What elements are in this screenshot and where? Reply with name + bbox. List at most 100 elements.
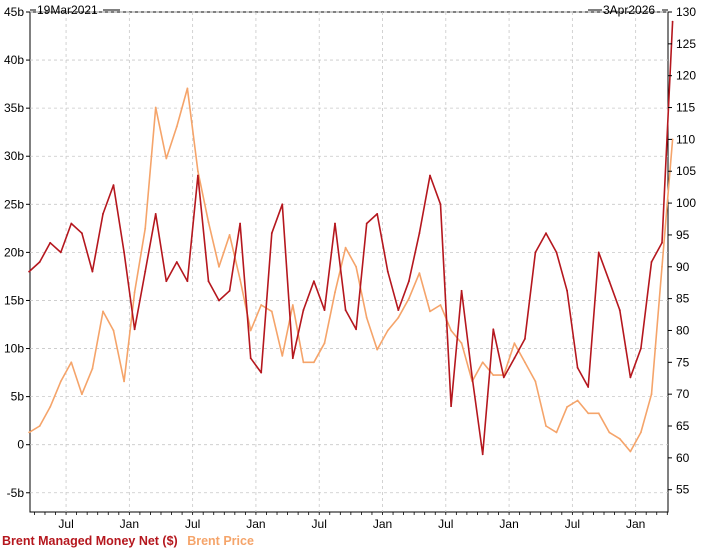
point-brent-price xyxy=(144,227,147,230)
left-axis-tick-label: 35b xyxy=(4,101,24,115)
point-managed-money-net xyxy=(344,309,347,311)
right-axis-tick-label: 120 xyxy=(676,69,696,83)
left-axis-tick-label: 25b xyxy=(4,197,24,211)
point-managed-money-net xyxy=(102,213,104,215)
point-brent-price xyxy=(218,265,220,268)
point-brent-price xyxy=(439,304,442,306)
point-brent-price xyxy=(597,412,600,415)
point-brent-price xyxy=(154,106,157,109)
point-brent-price xyxy=(323,342,326,345)
point-brent-price xyxy=(207,221,210,224)
left-axis-tick-label: 5b xyxy=(11,390,25,404)
point-brent-price xyxy=(291,304,294,306)
point-managed-money-net xyxy=(239,222,242,225)
point-managed-money-net xyxy=(471,376,474,379)
left-axis-tick-label: 30b xyxy=(4,149,24,163)
point-managed-money-net xyxy=(397,309,400,311)
point-brent-price xyxy=(302,361,305,364)
point-managed-money-net xyxy=(450,405,452,408)
point-brent-price xyxy=(344,246,347,249)
x-axis-tick-label: Jul xyxy=(438,517,453,531)
point-brent-price xyxy=(49,406,52,408)
x-axis-tick-label: Jul xyxy=(58,517,73,531)
point-brent-price xyxy=(576,399,579,402)
point-managed-money-net xyxy=(281,203,284,206)
point-brent-price xyxy=(566,406,568,408)
point-managed-money-net xyxy=(270,232,273,235)
right-axis-tick-label: 55 xyxy=(676,483,690,497)
point-brent-price xyxy=(197,170,199,173)
point-managed-money-net xyxy=(154,213,157,215)
point-brent-price xyxy=(112,329,115,332)
right-axis-tick-label: 85 xyxy=(676,292,690,306)
left-axis-tick-label: 45b xyxy=(4,5,24,19)
x-axis-tick-label: Jul xyxy=(565,517,580,531)
point-brent-price xyxy=(133,291,136,294)
point-brent-price xyxy=(91,367,94,370)
point-managed-money-net xyxy=(481,453,484,456)
point-brent-price xyxy=(492,374,495,376)
point-managed-money-net xyxy=(49,241,52,244)
point-brent-price xyxy=(524,361,526,364)
right-axis-tick-label: 130 xyxy=(676,5,696,19)
point-brent-price xyxy=(38,425,41,427)
date-range-end: 3Apr2026 xyxy=(588,3,668,17)
point-managed-money-net xyxy=(133,328,136,331)
point-brent-price xyxy=(629,450,632,453)
point-brent-price xyxy=(70,361,73,364)
point-managed-money-net xyxy=(524,338,526,340)
right-axis-tick-label: 65 xyxy=(676,419,690,433)
point-brent-price xyxy=(365,316,368,319)
right-axis-tick-label: 70 xyxy=(676,387,690,401)
point-managed-money-net xyxy=(249,357,252,360)
point-managed-money-net xyxy=(545,232,547,235)
point-managed-money-net xyxy=(587,386,590,388)
end-date-label: 3Apr2026 xyxy=(603,3,655,17)
axis-labels: -5b 0 5b 10b 15b 20b 25b 30b 35b 40b 45b 55 60 65 70 75… xyxy=(4,5,696,531)
start-date-label: 19Mar2021 xyxy=(37,3,98,17)
point-brent-price xyxy=(260,304,263,306)
left-axis-tick-label: 15b xyxy=(4,293,24,307)
series-line-brent-price xyxy=(28,87,674,453)
point-managed-money-net xyxy=(28,270,30,273)
point-managed-money-net xyxy=(186,280,189,283)
right-axis-tick-label: 75 xyxy=(676,355,690,369)
point-managed-money-net xyxy=(112,184,115,187)
point-managed-money-net xyxy=(313,280,315,283)
x-axis-tick-label: Jan xyxy=(499,517,518,531)
point-brent-price xyxy=(650,393,653,396)
point-managed-money-net xyxy=(661,241,663,244)
right-axis-tick-label: 105 xyxy=(676,164,696,178)
point-managed-money-net xyxy=(59,251,62,254)
point-brent-price xyxy=(418,272,421,274)
x-axis-tick-label: Jan xyxy=(373,517,392,531)
point-brent-price xyxy=(534,380,537,383)
point-managed-money-net xyxy=(365,222,368,225)
svg-text:Brent Managed Money Net ($): Brent Managed Money Net ($) Brent Price xyxy=(2,534,254,548)
point-managed-money-net xyxy=(534,251,537,254)
point-brent-price xyxy=(408,297,410,300)
point-brent-price xyxy=(281,355,284,357)
point-brent-price xyxy=(671,138,674,141)
point-brent-price xyxy=(81,393,83,396)
point-managed-money-net xyxy=(418,232,421,235)
point-brent-price xyxy=(618,437,621,440)
point-managed-money-net xyxy=(597,251,600,254)
right-axis-tick-label: 115 xyxy=(676,101,695,115)
legend: Brent Managed Money Net ($) Brent Price xyxy=(2,534,254,548)
point-managed-money-net xyxy=(376,213,379,215)
point-managed-money-net xyxy=(334,222,336,225)
point-managed-money-net xyxy=(439,203,442,206)
point-managed-money-net xyxy=(197,174,199,177)
left-axis-tick-label: 10b xyxy=(4,342,24,356)
point-managed-money-net xyxy=(355,328,357,331)
point-managed-money-net xyxy=(302,309,305,311)
left-axis-tick-label: -5b xyxy=(7,486,25,500)
point-managed-money-net xyxy=(650,261,653,263)
point-managed-money-net xyxy=(408,280,410,283)
x-axis-tick-label: Jan xyxy=(626,517,645,531)
point-managed-money-net xyxy=(492,328,495,331)
legend-entry-brent-price: Brent Price xyxy=(187,534,254,548)
plot-area xyxy=(29,11,669,513)
point-brent-price xyxy=(513,342,516,345)
